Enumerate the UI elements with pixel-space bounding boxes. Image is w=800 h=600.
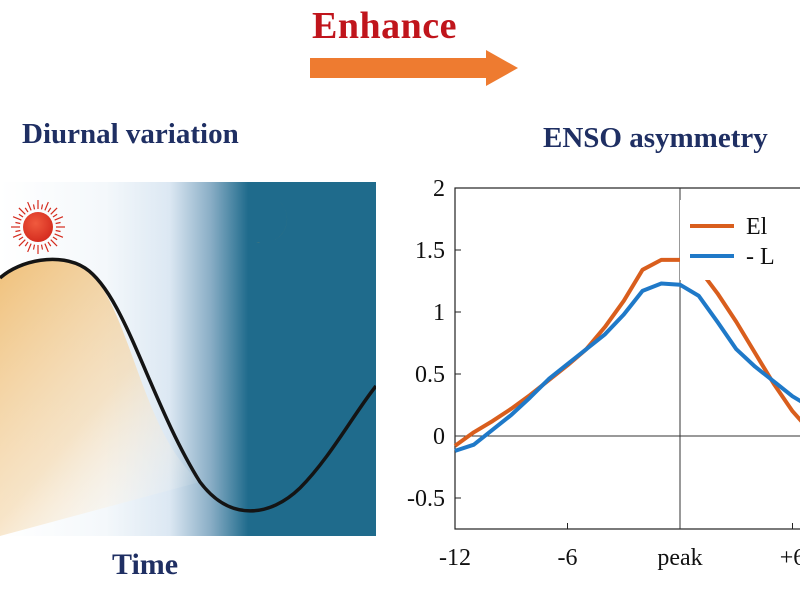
y-tick-label: 0.5 bbox=[415, 362, 445, 388]
enso-chart-title: ENSO asymmetry bbox=[543, 122, 768, 154]
legend-label: El bbox=[746, 214, 768, 240]
x-tick-label: +6 bbox=[780, 545, 800, 571]
daytime-warm-area bbox=[0, 259, 200, 536]
enhance-label: Enhance bbox=[312, 5, 457, 47]
y-tick-label: 1.5 bbox=[415, 238, 445, 264]
plot-frame bbox=[454, 187, 800, 530]
enso-asymmetry-chart: -0.5 0 0.5 1 1.5 2 -12 -6 peak +6 El - L bbox=[407, 176, 800, 571]
right-arrow-icon bbox=[310, 50, 518, 86]
diurnal-cycle-curve bbox=[0, 257, 376, 513]
y-tick-label: -0.5 bbox=[407, 486, 445, 512]
y-tick-label: 0 bbox=[433, 424, 445, 450]
legend-box bbox=[680, 200, 800, 280]
x-tick-label: -6 bbox=[558, 545, 578, 571]
x-tick-label: peak bbox=[657, 545, 702, 571]
x-tick-label: -12 bbox=[439, 545, 471, 571]
series-line-0 bbox=[453, 257, 800, 448]
legend-label: - L bbox=[746, 244, 775, 270]
series-line-1 bbox=[454, 281, 800, 453]
y-tick-label: 1 bbox=[433, 300, 445, 326]
enhance-arrow bbox=[310, 50, 518, 86]
diurnal-variation-illustration bbox=[0, 182, 376, 536]
diurnal-panel-title: Diurnal variation bbox=[22, 118, 239, 150]
diurnal-x-axis-label: Time bbox=[112, 548, 179, 581]
sun-icon bbox=[11, 200, 65, 254]
y-tick-label: 2 bbox=[433, 176, 445, 202]
